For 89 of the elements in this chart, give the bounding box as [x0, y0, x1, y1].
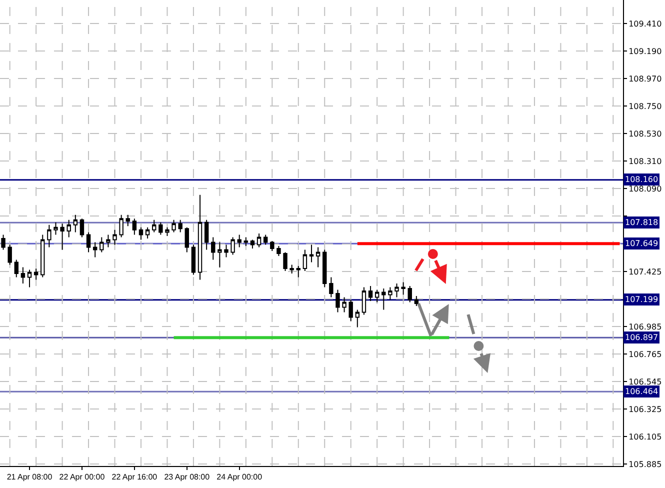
y-tick-label: 106.545 [628, 377, 662, 386]
y-tick-label: 109.190 [628, 47, 662, 56]
candlestick [342, 296, 346, 313]
candlestick [348, 299, 353, 322]
candlestick [388, 286, 392, 300]
candlestick [296, 266, 300, 278]
candlestick [204, 219, 209, 250]
y-tick-label: 108.090 [628, 184, 662, 194]
candlestick [184, 226, 190, 253]
candlestick [382, 288, 386, 310]
candlestick [60, 223, 64, 250]
x-tick-label: 21 Apr 08:00 [6, 472, 53, 482]
candlestick [302, 249, 308, 272]
candlestick [178, 219, 182, 233]
y-tick-label: 107.425 [628, 267, 662, 276]
candlestick [145, 226, 150, 240]
candlestick [368, 286, 373, 302]
y-tick-label: 108.530 [628, 129, 662, 138]
ref-line-label: 107.818 [625, 218, 658, 227]
candlestick [119, 214, 124, 238]
candlestick [374, 289, 380, 303]
candlestick [244, 236, 248, 247]
candlestick [224, 244, 228, 258]
ref-line-label: 107.649 [625, 239, 658, 248]
candlestick [230, 236, 235, 256]
y-tick-label: 106.105 [628, 432, 662, 442]
candlestick [172, 219, 176, 233]
candlestick [408, 286, 412, 303]
candlestick [316, 246, 320, 268]
candlestick [132, 218, 137, 236]
candlestick [20, 266, 26, 284]
candlestick [138, 226, 144, 240]
x-tick-label: 24 Apr 00:00 [216, 472, 263, 482]
ref-line-label: 108.160 [625, 175, 658, 184]
candlestick [322, 249, 327, 288]
candlestick [73, 214, 78, 233]
candlestick [40, 234, 45, 278]
candlestick [34, 268, 38, 280]
candlestick [329, 276, 334, 298]
candlestick [47, 224, 52, 248]
candlestick [54, 222, 58, 236]
candlestick [237, 234, 242, 248]
candlestick [276, 246, 281, 257]
candlestick [218, 242, 222, 268]
x-tick-label: 22 Apr 16:00 [112, 472, 158, 482]
y-tick-label: 106.985 [628, 322, 662, 332]
candlestick [270, 240, 274, 252]
candlestick [394, 283, 399, 298]
y-tick-label: 108.310 [628, 156, 662, 166]
candlestick [80, 218, 84, 238]
candlestick [165, 226, 170, 237]
candlestick [414, 296, 419, 306]
candlestick [309, 244, 314, 263]
candlestick [27, 269, 32, 288]
candlestick [401, 282, 406, 296]
ref-line-label: 106.897 [625, 333, 658, 342]
candlestick [8, 244, 12, 266]
candlestick [152, 219, 156, 233]
candlestick [256, 233, 262, 248]
candlestick [14, 259, 18, 278]
candlestick [112, 229, 117, 246]
candlestick [191, 244, 196, 276]
candlestick [100, 236, 104, 253]
candlestick [1, 234, 6, 250]
ref-line-label: 106.464 [625, 387, 658, 396]
candlestick [355, 309, 360, 328]
candlestick [211, 236, 216, 260]
y-tick-label: 108.970 [628, 74, 662, 84]
candlestick [198, 194, 202, 280]
y-tick-label: 108.750 [628, 102, 662, 111]
x-tick-label: 23 Apr 08:00 [164, 472, 210, 482]
candlestick [362, 286, 366, 316]
y-tick-label: 105.885 [628, 460, 662, 469]
candlestick [126, 214, 130, 227]
ref-line-label: 107.199 [625, 295, 658, 304]
candlestick [106, 234, 110, 248]
y-tick-label: 109.410 [628, 20, 662, 29]
y-tick-label: 106.325 [628, 404, 662, 414]
candlestick [250, 239, 255, 250]
candlestick [290, 264, 294, 274]
candlestick [336, 289, 340, 313]
candlestick [86, 232, 91, 253]
candlestick [66, 219, 71, 238]
candlestick [92, 242, 98, 258]
candlestick [283, 252, 288, 272]
x-tick-label: 22 Apr 00:00 [59, 472, 106, 482]
candlestick [263, 234, 268, 246]
y-tick-label: 106.765 [628, 350, 662, 359]
candlestick [158, 222, 163, 236]
